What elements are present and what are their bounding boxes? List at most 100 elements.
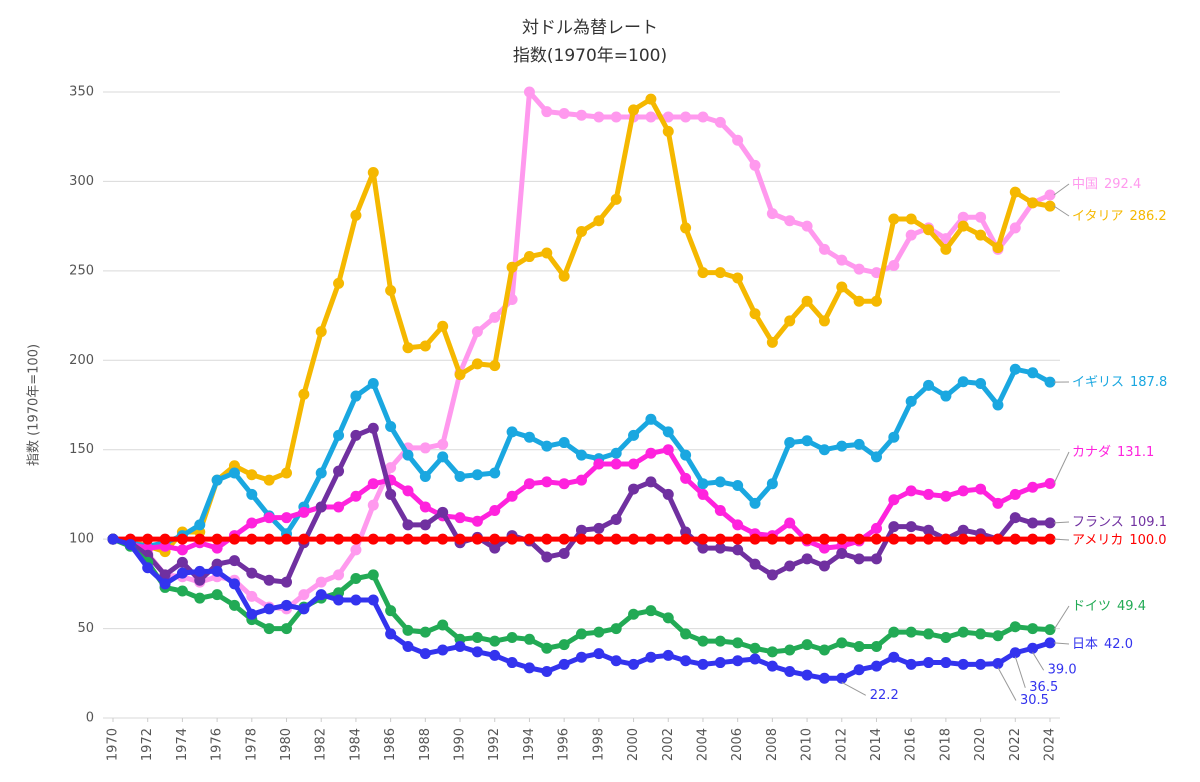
data-point	[923, 628, 935, 640]
data-point	[350, 390, 362, 402]
data-point	[315, 589, 327, 601]
data-point	[853, 263, 865, 275]
data-point	[1009, 222, 1021, 234]
data-point	[645, 447, 657, 459]
x-tick-label: 1982	[314, 728, 329, 761]
data-point	[680, 449, 692, 461]
series-name: 中国	[1072, 177, 1098, 192]
data-point	[923, 657, 935, 669]
value-label: 109.1	[1130, 515, 1167, 530]
data-point	[853, 295, 865, 307]
data-point	[818, 315, 830, 327]
data-point	[402, 485, 414, 497]
data-point	[576, 449, 587, 461]
data-point	[315, 576, 327, 588]
data-point	[905, 395, 917, 407]
data-point	[246, 488, 258, 500]
data-point	[836, 547, 848, 559]
data-point	[766, 478, 778, 490]
x-tick-label: 1988	[418, 728, 433, 761]
data-point	[194, 574, 206, 586]
data-point	[1044, 200, 1056, 212]
end-label: フランス 109.1	[1072, 515, 1167, 530]
data-point	[576, 474, 587, 486]
data-point	[697, 542, 709, 554]
data-point	[1027, 642, 1039, 654]
data-point	[923, 524, 935, 536]
data-point	[523, 431, 535, 443]
series-name: アメリカ	[1072, 533, 1123, 548]
data-point	[454, 533, 466, 545]
data-point	[801, 295, 813, 307]
data-point	[541, 533, 553, 545]
data-point	[437, 320, 449, 332]
series-name: イギリス	[1072, 375, 1124, 390]
data-point	[419, 471, 431, 483]
x-tick-label: 1976	[210, 728, 225, 761]
data-point	[818, 644, 830, 656]
data-point	[766, 569, 778, 581]
data-point	[385, 462, 397, 474]
value-label: 286.2	[1129, 209, 1166, 224]
data-point	[957, 658, 969, 670]
x-tick-label: 2004	[695, 728, 710, 761]
data-point	[610, 111, 622, 123]
data-point	[714, 476, 726, 488]
data-point	[437, 451, 449, 463]
data-point	[194, 519, 206, 531]
data-point	[923, 379, 935, 391]
data-point	[437, 533, 449, 545]
data-point	[992, 497, 1004, 509]
data-point	[610, 623, 622, 635]
data-point	[610, 193, 622, 205]
data-point	[628, 483, 640, 495]
data-point	[888, 521, 900, 533]
data-point	[784, 644, 796, 656]
x-tick-label: 1978	[244, 728, 259, 761]
data-point	[350, 533, 362, 545]
x-tick-label: 2016	[904, 728, 919, 761]
data-point	[541, 247, 553, 259]
data-point	[593, 533, 605, 545]
data-point	[697, 635, 709, 647]
data-point	[402, 519, 414, 531]
data-point	[593, 626, 605, 638]
data-point	[836, 533, 848, 545]
data-point	[419, 340, 431, 352]
data-point	[992, 630, 1004, 642]
data-point	[228, 599, 240, 611]
data-point	[176, 556, 188, 568]
data-point	[211, 589, 223, 601]
leader-line	[1032, 651, 1045, 671]
data-point	[714, 635, 726, 647]
data-point	[766, 208, 778, 220]
x-tick-label: 1980	[279, 728, 294, 761]
data-point	[610, 458, 622, 470]
data-point	[957, 524, 969, 536]
data-point	[402, 533, 414, 545]
data-point	[870, 533, 882, 545]
y-tick-label: 50	[77, 621, 94, 636]
data-point	[263, 533, 275, 545]
data-point	[801, 533, 813, 545]
data-point	[506, 657, 518, 669]
data-point	[194, 565, 206, 577]
data-point	[593, 522, 605, 534]
chart-subtitle: 指数(1970年=100)	[513, 46, 667, 66]
data-point	[905, 485, 917, 497]
data-point	[159, 569, 171, 581]
data-point	[350, 544, 362, 556]
data-point	[367, 478, 379, 490]
data-point	[541, 106, 553, 118]
data-point	[801, 435, 813, 447]
data-point	[402, 624, 414, 636]
data-point	[576, 651, 587, 663]
data-point	[940, 533, 952, 545]
data-point	[888, 259, 900, 271]
data-point	[367, 499, 379, 511]
data-point	[732, 533, 744, 545]
data-point	[662, 649, 674, 661]
data-point	[419, 442, 431, 454]
data-point	[246, 567, 258, 579]
data-point	[350, 429, 362, 441]
